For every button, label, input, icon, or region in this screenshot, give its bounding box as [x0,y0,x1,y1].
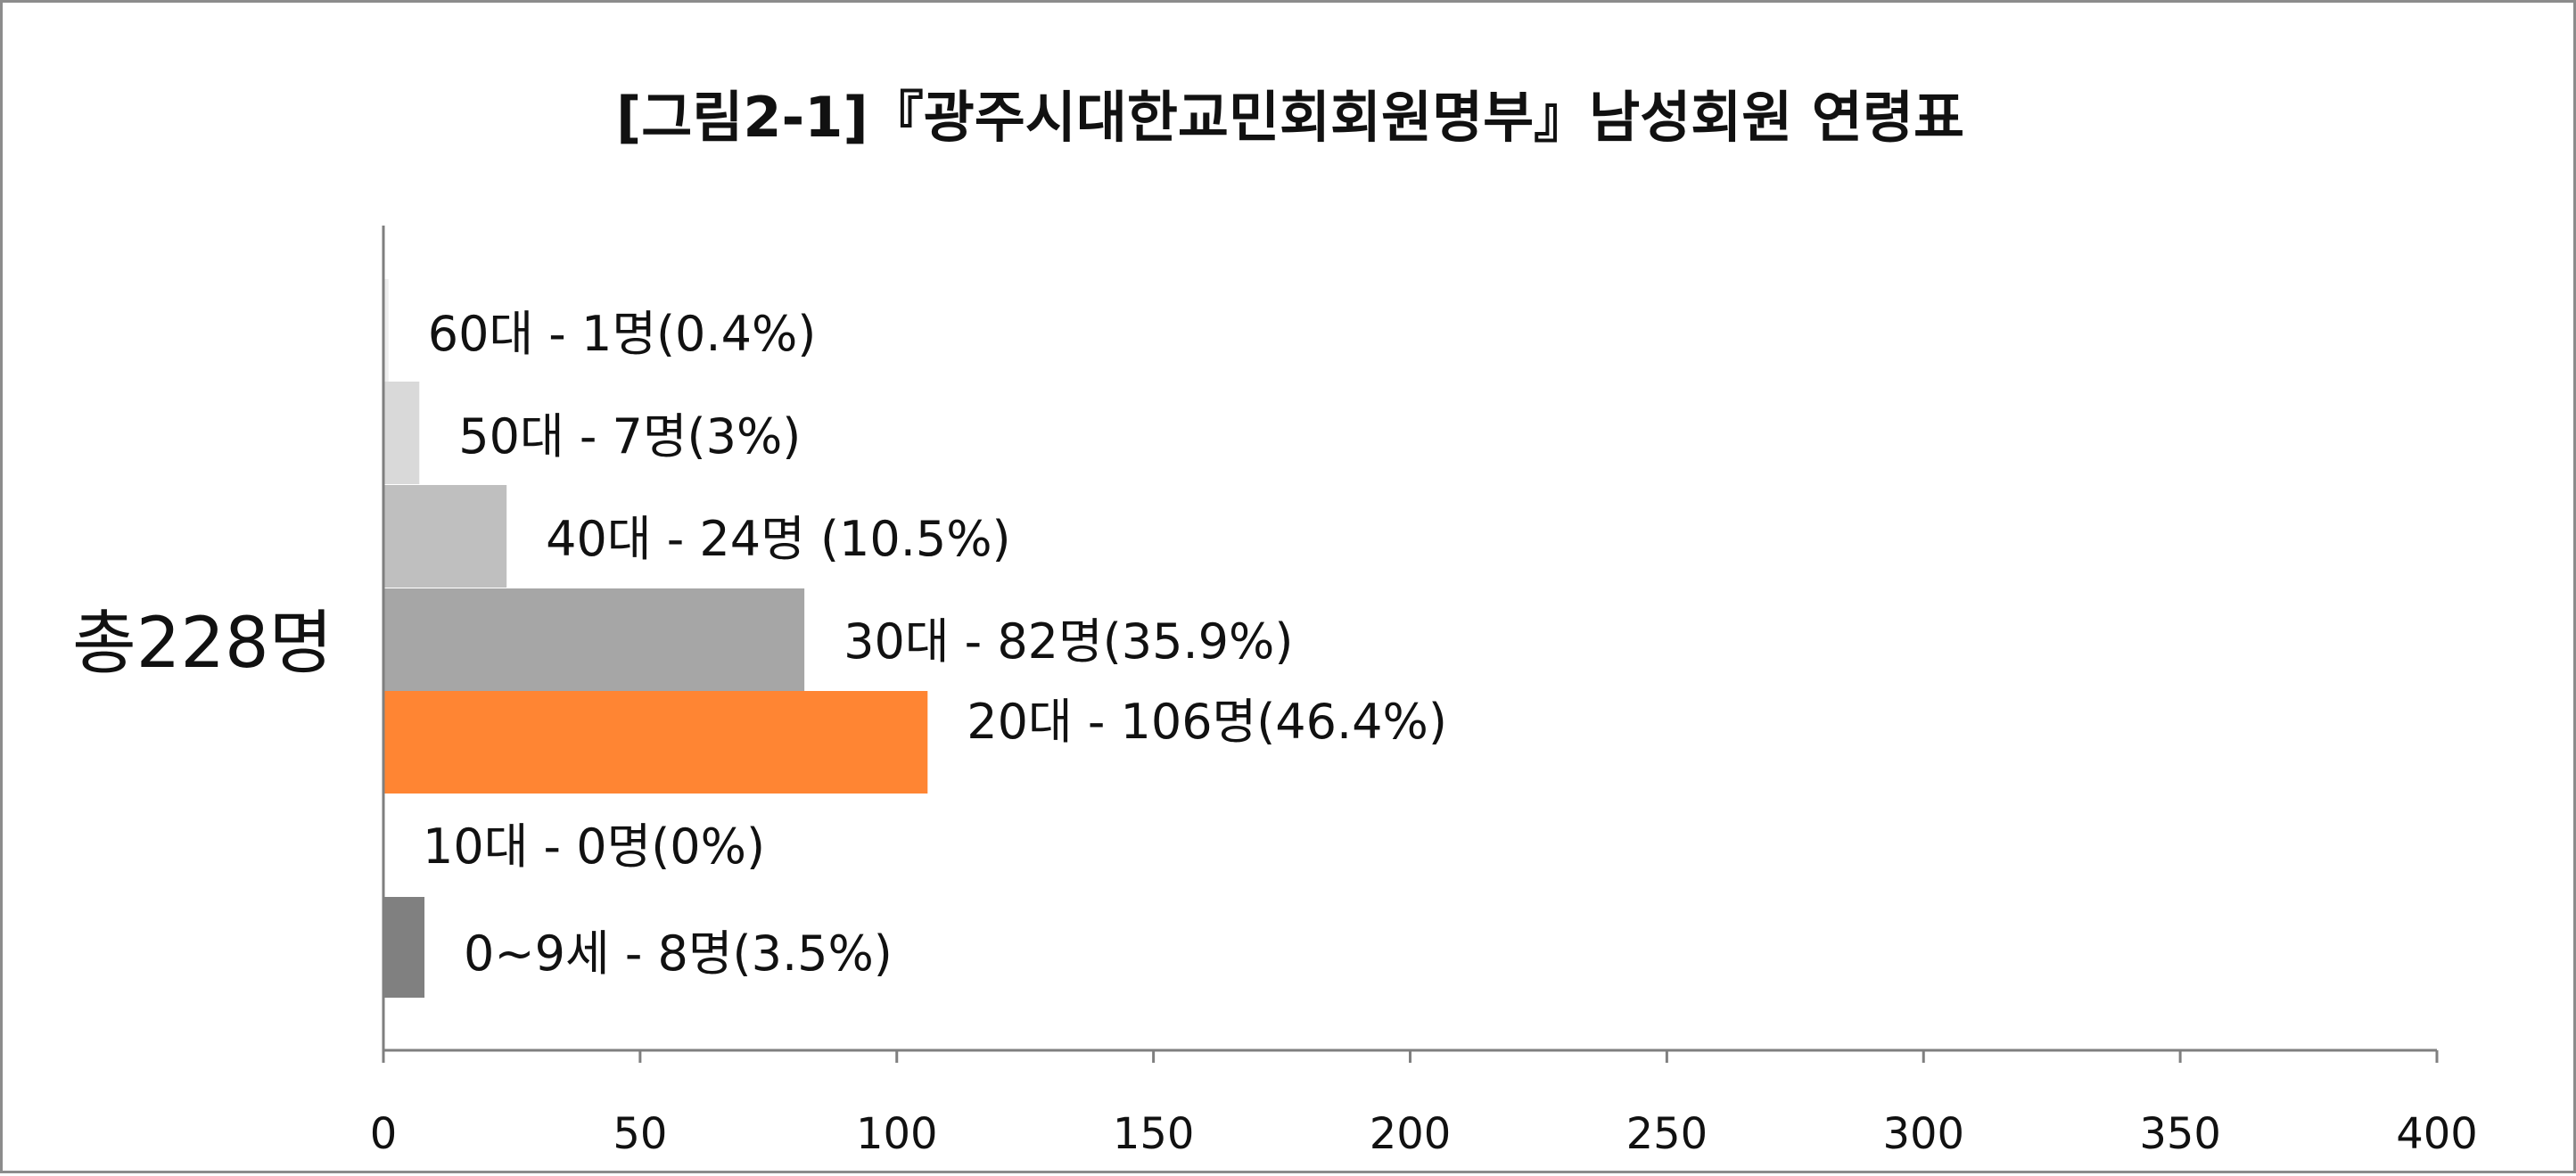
bar-50대 [383,382,420,484]
chart-canvas: [그림2-1]『광주시대한교민회회원명부』남성회원 연령표 총228명 60대 … [72,85,2478,1159]
x-tick-label: 350 [2139,1109,2221,1159]
x-tick-label: 100 [856,1109,938,1159]
bar-0~9세 [383,897,425,998]
x-tick-label: 300 [1882,1109,1964,1159]
x-tick-label: 50 [613,1109,667,1159]
x-tick-label: 150 [1113,1109,1195,1159]
x-tick-label: 400 [2396,1109,2478,1159]
data-label-10대: 10대 - 0명(0%) [423,818,765,875]
x-tick-label: 250 [1626,1109,1708,1159]
data-label-40대: 40대 - 24명 (10.5%) [546,511,1010,567]
bar-40대 [383,485,507,588]
data-label-50대: 50대 - 7명(3%) [458,408,801,465]
x-tick-label: 200 [1370,1109,1452,1159]
plot-area: 60대 - 1명(0.4%) 50대 - 7명(3%) 40대 - 24명 (10.… [370,226,2478,1159]
data-label-60대: 60대 - 1명(0.4%) [428,306,817,362]
x-tick-label: 0 [370,1109,398,1159]
bar-20대 [383,691,928,794]
chart-title: [그림2-1]『광주시대한교민회회원명부』남성회원 연령표 [616,85,1964,150]
data-label-0~9세: 0~9세 - 8명(3.5%) [464,925,893,982]
data-label-30대: 30대 - 82명(35.9%) [844,613,1293,670]
data-label-20대: 20대 - 106명(46.4%) [967,694,1447,750]
bar-30대 [383,588,805,691]
total-count-label: 총228명 [72,604,333,684]
bar-60대 [383,279,389,382]
